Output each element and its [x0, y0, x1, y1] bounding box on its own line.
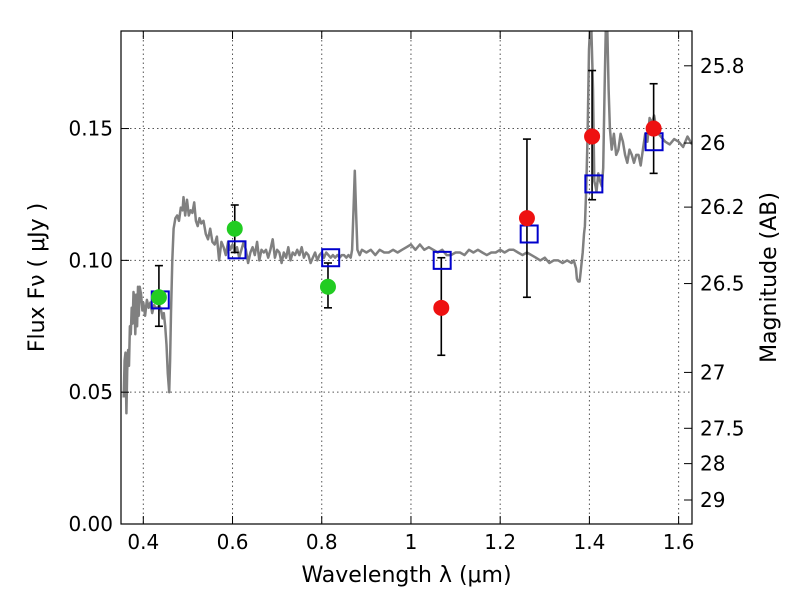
red-data-point [584, 128, 601, 145]
x-tick-label: 0.8 [306, 530, 338, 554]
observed-photometry [150, 120, 662, 316]
y-tick-label: 0.00 [68, 512, 113, 536]
right-tick-label: 27.5 [700, 416, 745, 440]
model-square-point [519, 224, 539, 244]
model-square-point [432, 250, 452, 270]
sed-spectrum-line [122, 31, 692, 415]
right-tick-label: 29 [700, 488, 725, 512]
plot-frame [120, 30, 693, 525]
right-axis-ticks: 25.8 26 26.2 26.5 27 27.5 28 29 [684, 54, 745, 512]
right-tick-label: 26.5 [700, 272, 745, 296]
green-data-point [319, 278, 336, 295]
right-axis-label: Magnitude (AB) [757, 192, 782, 363]
right-tick-label: 26.2 [700, 195, 745, 219]
model-square-point [227, 240, 247, 260]
green-data-point [226, 220, 243, 237]
red-data-point [518, 210, 535, 227]
x-tick-label: 0.6 [217, 530, 249, 554]
right-tick-label: 25.8 [700, 54, 745, 78]
y-axis-ticks: 0.00 0.05 0.10 0.15 [68, 117, 129, 536]
x-tick-label: 1 [405, 530, 418, 554]
x-tick-label: 1.4 [573, 530, 605, 554]
red-data-point [433, 299, 450, 316]
y-axis-label: Flux Fν ( μJy ) [25, 203, 50, 352]
model-square-point [584, 174, 604, 194]
x-axis-ticks: 0.4 0.6 0.8 1 1.2 1.4 1.6 [127, 31, 695, 554]
x-tick-label: 1.6 [663, 530, 695, 554]
red-data-point [645, 120, 662, 137]
error-bars [154, 69, 658, 357]
right-tick-label: 27 [700, 360, 725, 384]
model-square-point [321, 248, 341, 268]
y-tick-label: 0.10 [68, 248, 113, 272]
y-tick-label: 0.15 [68, 117, 113, 141]
sed-model-spectrum [122, 31, 692, 415]
x-tick-label: 0.4 [127, 530, 159, 554]
y-tick-label: 0.05 [68, 380, 113, 404]
x-tick-label: 1.2 [484, 530, 516, 554]
grid [121, 31, 692, 525]
right-tick-label: 26 [700, 131, 725, 155]
green-data-point [150, 289, 167, 306]
x-axis-label: Wavelength λ (μm) [301, 563, 511, 588]
right-tick-label: 28 [700, 452, 725, 476]
